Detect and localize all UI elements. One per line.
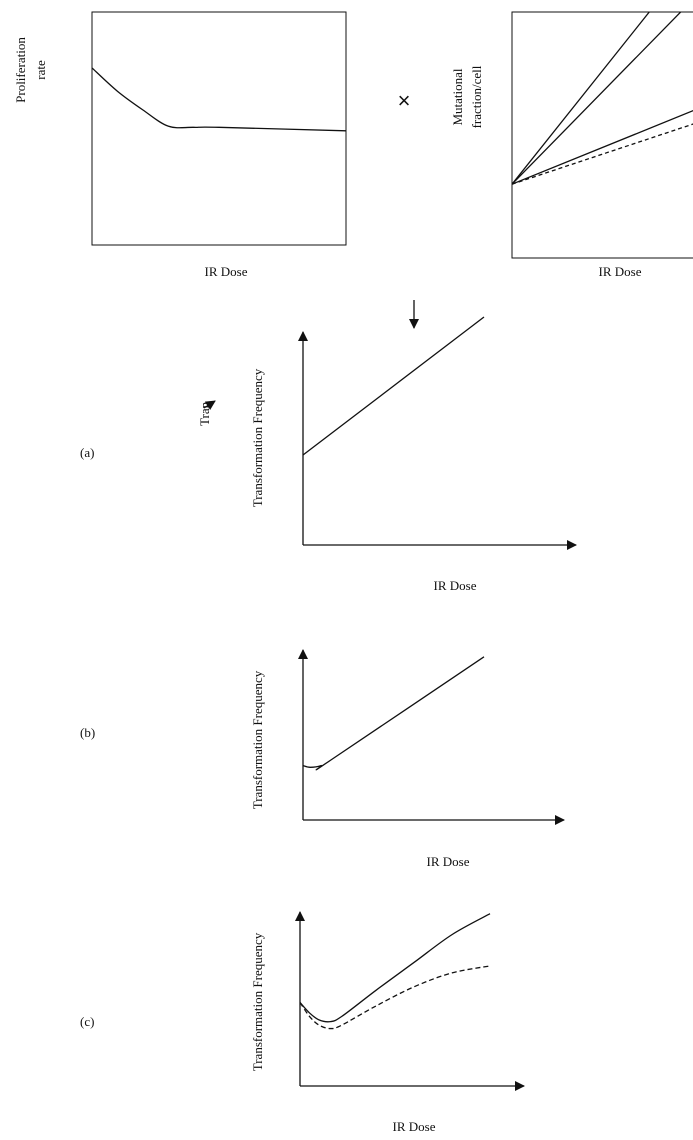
panel-c-series-line-1 [299, 913, 491, 1023]
times-operator: × [398, 88, 411, 113]
mutational-series-line-3 [512, 110, 693, 185]
panel-c-series-line-2 [299, 965, 491, 1030]
panel-c-ylabel: Transformation Frequency [250, 932, 265, 1071]
panel-b-chart: (b) Transformation Frequency IR Dose [80, 649, 565, 869]
panel-b-ylabel: Transformation Frequency [250, 670, 265, 809]
panel-a-label: (a) [80, 445, 94, 460]
panel-a-xlabel: IR Dose [434, 578, 477, 593]
panel-a-series-line [302, 316, 485, 456]
panel-c-label: (c) [80, 1014, 94, 1029]
panel-c-xlabel: IR Dose [393, 1119, 436, 1134]
panel-b-series-line [302, 656, 485, 771]
proliferation-series-line [91, 67, 347, 132]
mutational-ylabel-2: fraction/cell [469, 65, 484, 128]
proliferation-frame [91, 11, 347, 246]
mutational-ylabel-1: Mutational [450, 68, 465, 125]
mutational-series-line-2 [512, 12, 682, 185]
proliferation-ylabel-1: Proliferation [13, 37, 28, 103]
proliferation-ylabel-2: rate [33, 60, 48, 80]
mutational-frame [511, 11, 693, 259]
mutational-series-line-1 [512, 12, 651, 185]
mutational-chart: Mutational fraction/cell IR Dose [450, 11, 693, 279]
mutational-series-line-4 [512, 123, 693, 185]
panel-b-label: (b) [80, 725, 95, 740]
mutational-series-group [512, 12, 693, 185]
mutational-xlabel: IR Dose [599, 264, 642, 279]
panel-a-chart: (a) Transformation Frequency IR Dose [80, 316, 577, 593]
panel-c-series-group [299, 913, 491, 1030]
proliferation-chart: Proliferation rate IR Dose [13, 11, 347, 279]
panel-b-xlabel: IR Dose [427, 854, 470, 869]
panel-a-ylabel: Transformation Frequency [250, 368, 265, 507]
stray-arrow [203, 400, 216, 411]
panel-c-chart: (c) Transformation Frequency IR Dose [80, 911, 525, 1134]
proliferation-xlabel: IR Dose [205, 264, 248, 279]
